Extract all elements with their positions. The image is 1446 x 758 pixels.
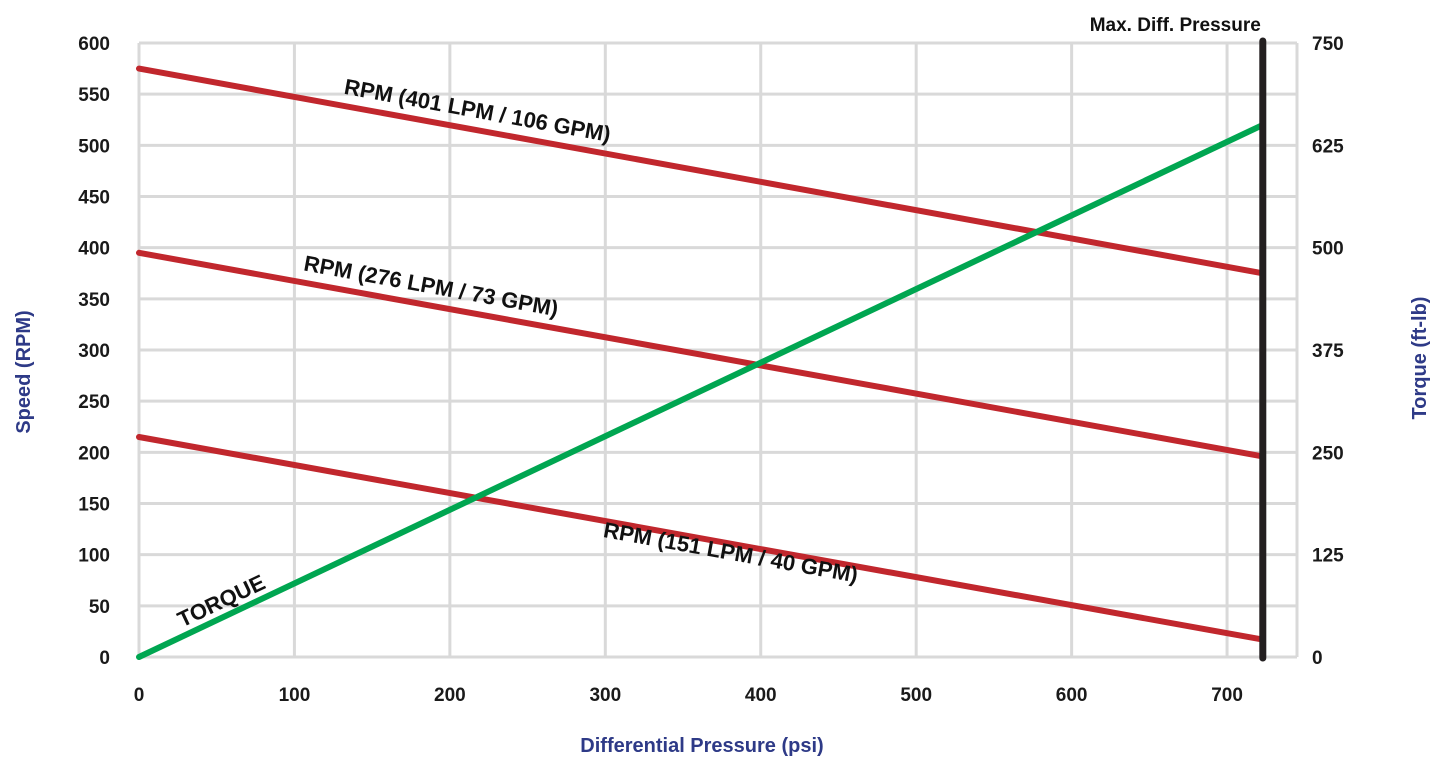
y-axis-title: Speed (RPM) xyxy=(13,310,35,433)
series-label-151-lpm: RPM (151 LPM / 40 GPM) xyxy=(602,517,860,587)
y2-tick-label: 500 xyxy=(1312,239,1344,260)
y-tick-label: 500 xyxy=(78,136,110,157)
series-line-2 xyxy=(136,434,1266,643)
y2-tick-label: 750 xyxy=(1312,34,1344,55)
y2-tick-label: 0 xyxy=(1312,648,1323,669)
y-tick-label: 300 xyxy=(78,341,110,362)
y2-tick-label: 125 xyxy=(1312,546,1344,567)
max-diff-pressure-marker: Max. Diff. Pressure xyxy=(1090,15,1267,662)
x-tick-label: 600 xyxy=(1056,685,1088,706)
series-line-0 xyxy=(136,65,1266,277)
y-tick-label: 450 xyxy=(78,188,110,209)
x-tick-label: 500 xyxy=(900,685,932,706)
y-tick-label: 50 xyxy=(89,597,110,618)
y-tick-label: 350 xyxy=(78,290,110,311)
y-tick-label: 600 xyxy=(78,34,110,55)
max-diff-pressure-label: Max. Diff. Pressure xyxy=(1090,15,1261,36)
y-tick-label: 550 xyxy=(78,85,110,106)
y-tick-label: 150 xyxy=(78,495,110,516)
y-tick-label: 400 xyxy=(78,239,110,260)
y-tick-label: 200 xyxy=(78,443,110,464)
x-tick-label: 700 xyxy=(1211,685,1243,706)
x-tick-label: 400 xyxy=(745,685,777,706)
x-tick-label: 0 xyxy=(134,685,145,706)
y2-tick-label: 625 xyxy=(1312,136,1344,157)
series-line-3 xyxy=(136,121,1266,660)
y2-tick-label: 250 xyxy=(1312,443,1344,464)
x-tick-label: 100 xyxy=(279,685,311,706)
y-tick-label: 100 xyxy=(78,546,110,567)
y-tick-label: 0 xyxy=(99,648,110,669)
grid xyxy=(137,41,1299,659)
series-line-1 xyxy=(136,249,1266,460)
y2-axis-title: Torque (ft-lb) xyxy=(1409,297,1431,420)
y2-tick-label: 375 xyxy=(1312,341,1344,362)
x-tick-label: 200 xyxy=(434,685,466,706)
series-labels: RPM (401 LPM / 106 GPM) RPM (276 LPM / 7… xyxy=(174,74,860,632)
tick-labels: 0 100 200 300 400 500 600 700 0 50 100 150 200 250 300… xyxy=(78,34,1344,706)
series-label-276-lpm: RPM (276 LPM / 73 GPM) xyxy=(302,251,560,322)
x-axis-title: Differential Pressure (psi) xyxy=(580,735,823,757)
y-tick-label: 250 xyxy=(78,392,110,413)
series-lines xyxy=(136,65,1266,660)
x-tick-label: 300 xyxy=(589,685,621,706)
